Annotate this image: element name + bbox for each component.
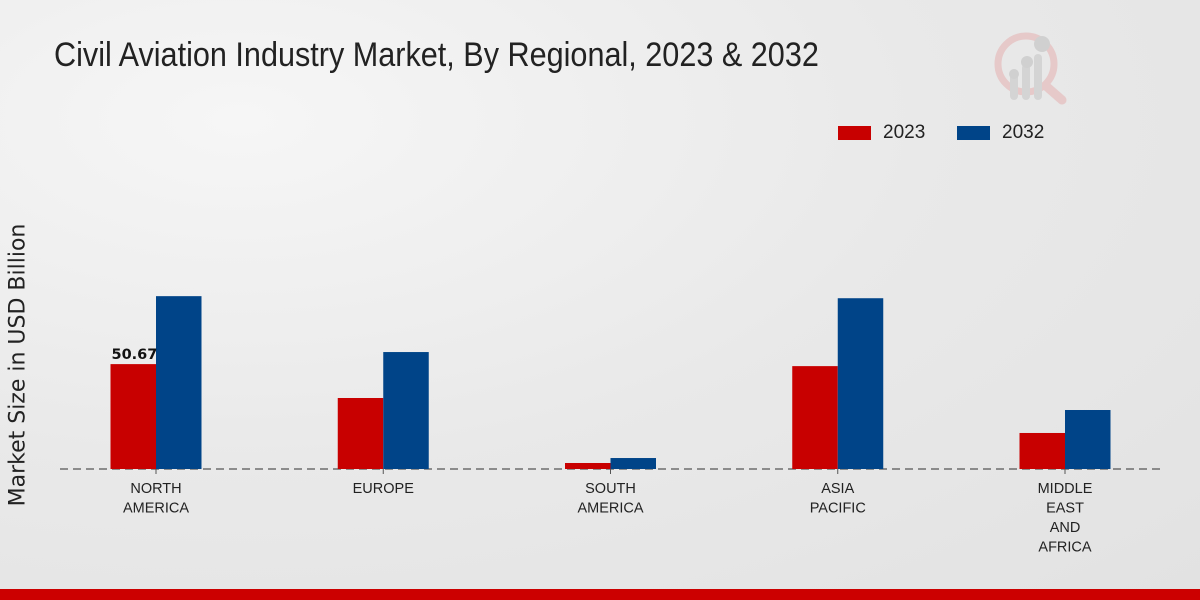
bar-2032-europe <box>383 352 429 469</box>
legend-label-2023: 2023 <box>883 122 926 143</box>
x-tick-label: NORTH AMERICA <box>123 481 189 517</box>
legend-swatch-2023 <box>838 126 871 140</box>
legend-swatch-2032 <box>957 126 990 140</box>
legend-label-2032: 2032 <box>1002 122 1045 143</box>
legend-item-2032: 2032 <box>957 122 1044 144</box>
bar-2023-south-america <box>565 462 611 469</box>
x-tick-label: SOUTH AMERICA <box>577 481 643 517</box>
bar-2032-middle-east-and-africa <box>1065 410 1111 469</box>
legend-item-2023: 2023 <box>838 122 925 144</box>
bar-2032-asia-pacific <box>837 298 884 469</box>
footer-bar <box>0 589 1200 600</box>
bar-2023-europe <box>337 397 384 469</box>
bar-2023-middle-east-and-africa <box>1019 432 1065 469</box>
x-tick-label: EUROPE <box>353 481 415 497</box>
x-tick-label: MIDDLE EAST AND AFRICA <box>1038 481 1093 556</box>
x-tick-label: ASIA PACIFIC <box>810 481 866 517</box>
logo-watermark <box>994 32 1067 105</box>
bar-2032-north-america <box>156 296 202 469</box>
bar-2023-asia-pacific <box>792 366 838 469</box>
data-label: 50.67 <box>112 347 158 363</box>
bar-2032-south-america <box>610 458 656 469</box>
bar-2023-north-america <box>110 364 156 469</box>
chart-title: Civil Aviation Industry Market, By Regio… <box>54 36 819 74</box>
